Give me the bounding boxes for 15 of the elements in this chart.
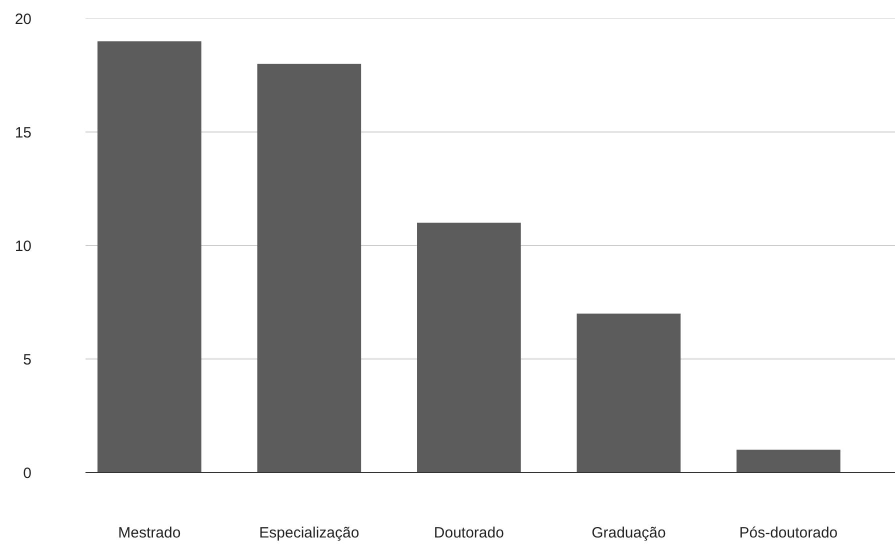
x-tick-label: Mestrado bbox=[118, 524, 181, 542]
x-tick-label: Doutorado bbox=[434, 524, 504, 542]
y-tick-label: 20 bbox=[14, 11, 32, 28]
bar bbox=[417, 222, 521, 472]
x-tick-label: Especialização bbox=[259, 524, 360, 542]
bar bbox=[736, 450, 840, 472]
bar bbox=[576, 314, 681, 472]
y-tick-label: 15 bbox=[14, 124, 32, 142]
x-tick-label: Graduação bbox=[592, 524, 666, 542]
y-tick-label: 5 bbox=[23, 352, 32, 368]
bar bbox=[97, 41, 202, 472]
y-tick-label: 10 bbox=[14, 238, 32, 255]
y-tick-label: 0 bbox=[23, 465, 32, 482]
x-tick-label: Pós-doutorado bbox=[739, 524, 838, 542]
bar bbox=[257, 64, 362, 472]
